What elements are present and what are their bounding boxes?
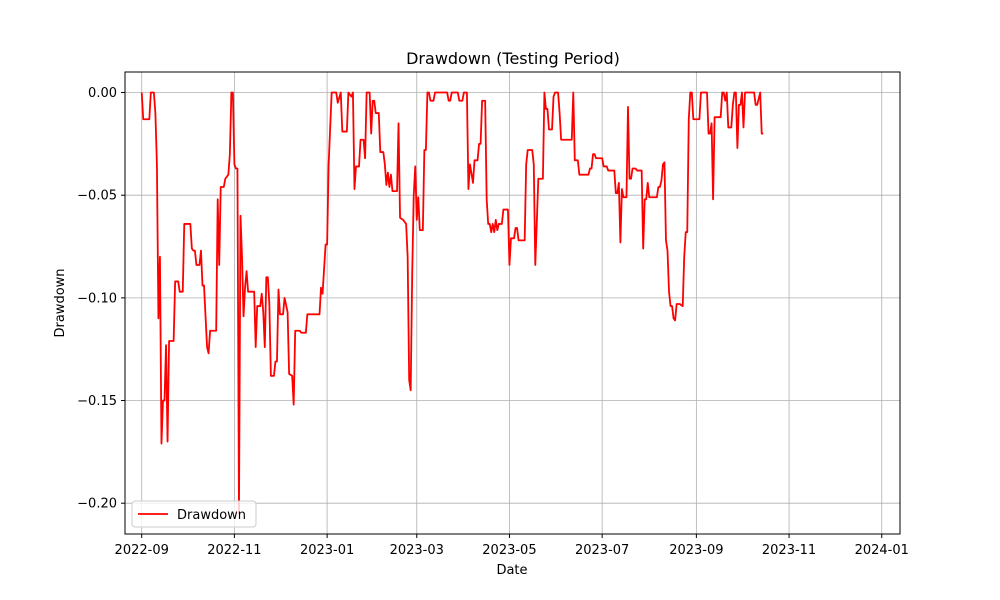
y-tick-label: 0.00	[88, 86, 117, 101]
x-tick-label: 2023-09	[669, 543, 723, 558]
grid-lines	[125, 72, 900, 534]
x-tick-label: 2022-09	[115, 543, 169, 558]
x-tick-label: 2024-01	[855, 543, 909, 558]
y-axis-label: Drawdown	[53, 268, 68, 337]
y-tick-label: −0.20	[77, 497, 117, 512]
x-tick-label: 2022-11	[207, 543, 261, 558]
series-layer	[140, 91, 764, 515]
plot-frame	[124, 71, 901, 535]
legend-box	[131, 500, 257, 528]
x-tick-label: 2023-03	[390, 543, 444, 558]
y-axis: 0.00 −0.05 −0.10 −0.15 −0.20	[77, 86, 125, 512]
chart-title: Drawdown (Testing Period)	[406, 49, 620, 68]
y-tick-label: −0.05	[77, 189, 117, 204]
x-axis: 2022-09 2022-11 2023-01 2023-03 2023-05 2023-…	[115, 534, 909, 558]
x-tick-label: 2023-01	[300, 543, 354, 558]
y-tick-label: −0.15	[77, 394, 117, 409]
x-tick-label: 2023-07	[575, 543, 629, 558]
legend: Drawdown	[131, 500, 257, 528]
x-axis-label: Date	[496, 563, 527, 578]
drawdown-series-line	[140, 91, 764, 515]
x-tick-label: 2023-11	[762, 543, 816, 558]
y-tick-label: −0.10	[77, 291, 117, 306]
x-tick-label: 2023-05	[482, 543, 536, 558]
legend-label: Drawdown	[177, 508, 246, 523]
